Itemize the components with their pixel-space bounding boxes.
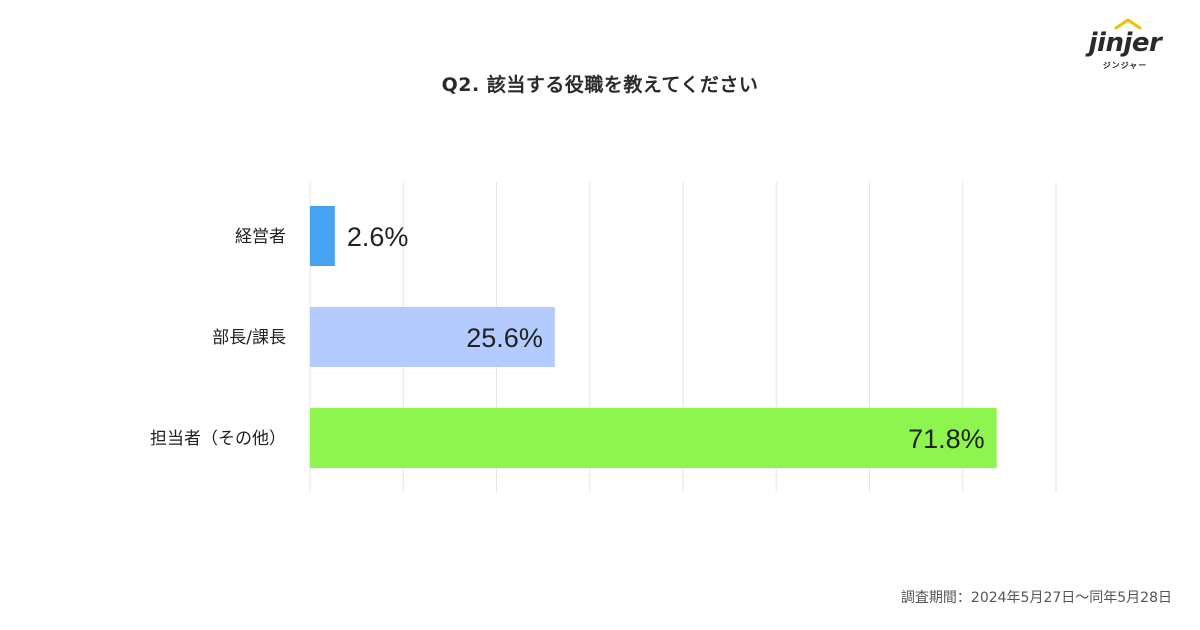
survey-period-note: 調査期間：2024年5月27日〜同年5月28日: [900, 590, 1172, 606]
jinjer-logo: jinjer ジンジャー: [1084, 18, 1166, 76]
data-label: 2.6%: [347, 222, 409, 252]
logo-kana: ジンジャー: [1102, 61, 1148, 70]
category-label: 経営者: [235, 227, 286, 247]
chart-title: Q2. 該当する役職を教えてください: [441, 74, 759, 96]
data-label: 25.6%: [466, 323, 543, 353]
bar-3: [310, 408, 997, 468]
category-label: 部長/課長: [212, 328, 286, 348]
bar-2: [310, 307, 555, 367]
logo-wordmark: jinjer: [1088, 28, 1162, 58]
data-label: 71.8%: [908, 424, 985, 454]
category-label: 担当者（その他）: [150, 429, 286, 449]
bar-1: [310, 206, 335, 266]
logo-roof-icon: [1114, 18, 1142, 30]
